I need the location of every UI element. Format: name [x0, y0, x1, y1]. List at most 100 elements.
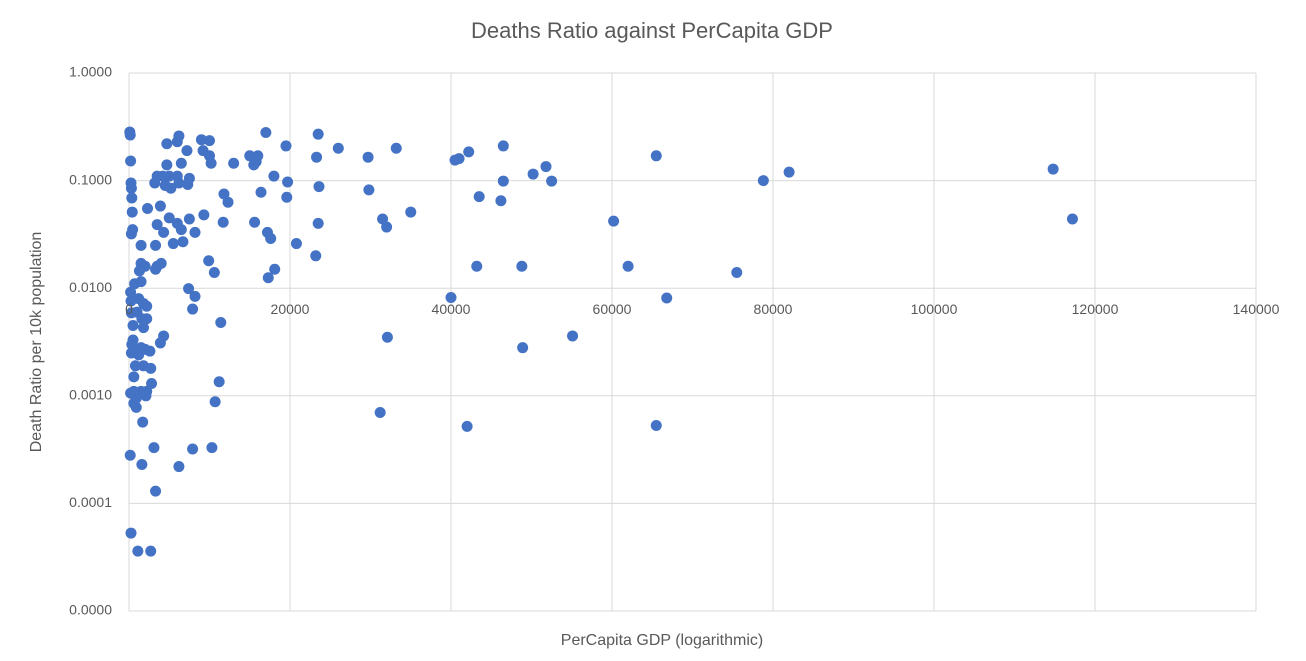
point — [137, 416, 149, 428]
point — [280, 140, 292, 152]
point — [731, 266, 743, 278]
point — [757, 175, 769, 187]
point — [310, 250, 322, 262]
point — [148, 442, 160, 454]
point — [661, 292, 673, 304]
point — [206, 442, 218, 454]
point — [463, 146, 475, 158]
point — [183, 213, 195, 225]
point — [262, 272, 274, 284]
point — [167, 238, 179, 250]
point — [546, 175, 558, 187]
point — [125, 286, 137, 298]
point — [161, 138, 173, 150]
point — [129, 360, 141, 372]
point — [213, 376, 225, 388]
point — [161, 159, 173, 171]
point — [381, 221, 393, 233]
point — [144, 345, 156, 357]
point — [154, 337, 166, 349]
x-tick-label: 60000 — [593, 301, 632, 317]
point — [132, 545, 144, 557]
point — [136, 458, 148, 470]
points — [124, 126, 1078, 557]
x-tick-label: 80000 — [754, 301, 793, 317]
point — [445, 291, 457, 303]
point — [198, 209, 210, 221]
point — [497, 140, 509, 152]
point — [126, 192, 138, 204]
point — [222, 196, 234, 208]
point — [175, 157, 187, 169]
grid — [128, 72, 1257, 612]
point — [282, 176, 294, 188]
point — [135, 239, 147, 251]
point — [1066, 213, 1078, 225]
point — [127, 320, 139, 332]
point — [125, 527, 137, 539]
point — [209, 396, 221, 408]
point — [453, 153, 465, 165]
point — [130, 401, 142, 413]
y-tick-label: 0.0100 — [69, 279, 112, 295]
point — [133, 349, 145, 361]
point — [150, 485, 162, 497]
x-axis-title: PerCapita GDP (logarithmic) — [561, 632, 763, 649]
point — [269, 263, 281, 275]
point — [195, 134, 207, 146]
point — [260, 126, 272, 138]
point — [1047, 163, 1059, 175]
point — [381, 331, 393, 343]
point — [189, 226, 201, 238]
point — [204, 135, 215, 147]
point — [650, 419, 662, 431]
point — [150, 239, 162, 251]
point — [205, 157, 217, 169]
point — [622, 260, 634, 272]
point — [363, 184, 375, 196]
point — [249, 216, 261, 228]
point — [182, 178, 194, 190]
point — [145, 362, 157, 374]
point — [567, 330, 579, 342]
point — [171, 217, 183, 229]
point — [165, 182, 177, 194]
y-tick-label: 0.0001 — [69, 494, 112, 510]
y-tick-label: 0.0010 — [69, 387, 112, 403]
point — [173, 177, 185, 189]
y-axis-title: Death Ratio per 10k population — [28, 232, 45, 453]
point — [362, 151, 374, 163]
point — [215, 316, 227, 328]
point — [140, 390, 152, 402]
x-tick-label: 20000 — [271, 301, 310, 317]
point — [171, 136, 183, 148]
point — [495, 195, 507, 207]
point — [461, 420, 473, 432]
point — [173, 461, 185, 473]
point — [527, 168, 539, 180]
point — [540, 161, 552, 173]
point — [473, 191, 485, 203]
x-tick-label: 0 — [125, 301, 133, 317]
point — [250, 156, 262, 168]
x-tick-label: 120000 — [1072, 301, 1119, 317]
point — [783, 166, 795, 178]
point — [187, 443, 199, 455]
x-tick-label: 40000 — [432, 301, 471, 317]
point — [313, 181, 325, 193]
point — [141, 313, 153, 325]
point — [125, 182, 137, 194]
point — [497, 175, 509, 187]
point — [203, 255, 215, 267]
y-tick-label: 0.0000 — [69, 602, 112, 618]
point — [124, 129, 136, 141]
point — [332, 142, 344, 154]
point — [405, 206, 417, 218]
point — [142, 203, 154, 215]
y-tick-label: 0.1000 — [69, 171, 112, 187]
point — [374, 406, 386, 418]
point — [517, 342, 529, 354]
point — [183, 283, 195, 295]
point — [189, 290, 201, 302]
